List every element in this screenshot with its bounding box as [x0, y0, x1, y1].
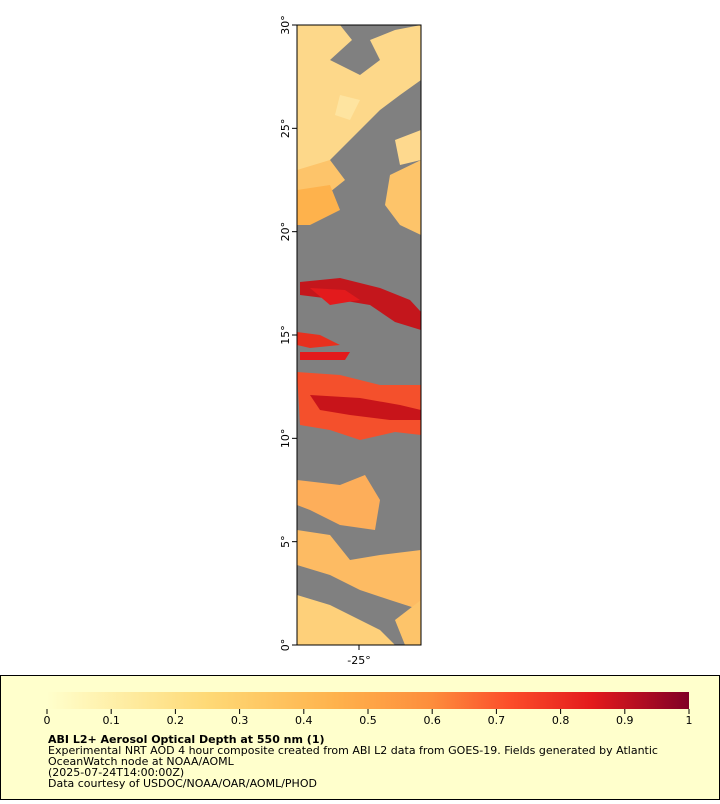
colorbar-tick-label: 0.7 — [488, 714, 506, 727]
aod-image — [297, 25, 421, 645]
y-tick-label: 25° — [279, 119, 292, 139]
y-tick-label: 0° — [279, 639, 292, 652]
colorbar-tick-label: 0.1 — [102, 714, 120, 727]
legend-line: (2025-07-24T14:00:00Z) — [48, 766, 184, 779]
y-tick-label: 5° — [279, 535, 292, 548]
colorbar-tick-label: 0 — [44, 714, 51, 727]
colorbar-tick-label: 0.2 — [167, 714, 185, 727]
y-tick-label: 20° — [279, 222, 292, 242]
colorbar — [47, 692, 689, 709]
colorbar-tick-label: 0.4 — [295, 714, 313, 727]
colorbar-tick-label: 0.8 — [552, 714, 570, 727]
colorbar-tick-label: 0.9 — [616, 714, 634, 727]
colorbar-tick-label: 0.3 — [231, 714, 249, 727]
y-tick-label: 10° — [279, 429, 292, 449]
legend-line: Experimental NRT AOD 4 hour composite cr… — [48, 744, 658, 757]
y-tick-label: 15° — [279, 325, 292, 345]
colorbar-tick-label: 0.5 — [359, 714, 377, 727]
legend-line: Data courtesy of USDOC/NOAA/OAR/AOML/PHO… — [48, 777, 317, 790]
legend-line: OceanWatch node at NOAA/AOML — [48, 755, 235, 768]
colorbar-tick-label: 0.6 — [423, 714, 441, 727]
x-tick-label: -25° — [347, 654, 370, 667]
colorbar-tick-label: 1 — [686, 714, 693, 727]
legend-title: ABI L2+ Aerosol Optical Depth at 550 nm … — [48, 733, 325, 746]
y-tick-label: 30° — [279, 15, 292, 35]
